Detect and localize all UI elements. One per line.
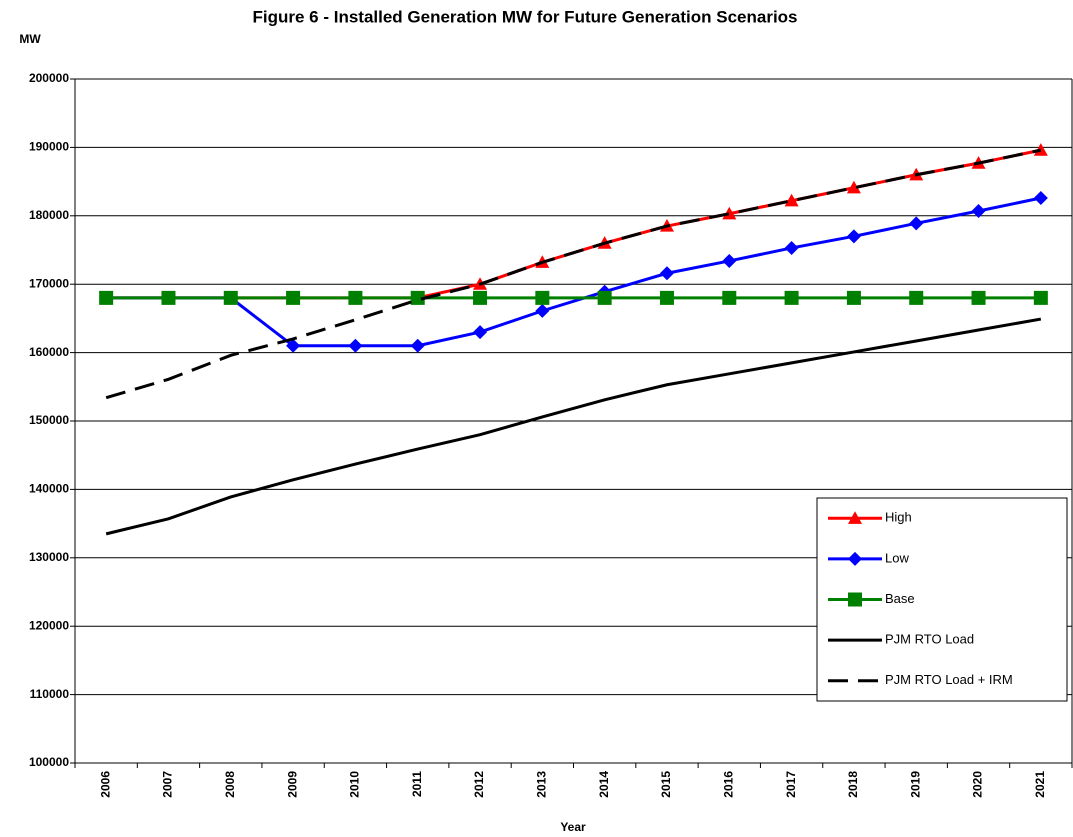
marker: [410, 338, 425, 353]
x-tick-label: 2018: [846, 771, 860, 798]
x-tick-label: 2013: [535, 771, 549, 798]
legend-marker: [848, 551, 862, 566]
marker: [722, 206, 737, 220]
marker: [348, 338, 363, 353]
marker: [223, 290, 238, 305]
x-tick-label: 2009: [285, 771, 299, 798]
x-axis-label: Year: [560, 820, 586, 834]
x-tick-label: 2012: [472, 771, 486, 798]
marker: [1033, 191, 1048, 206]
y-tick-label: 140000: [29, 482, 69, 496]
marker: [846, 290, 861, 305]
marker: [535, 290, 550, 305]
series-line: [105, 148, 1042, 400]
y-tick-label: 110000: [30, 687, 70, 701]
series-line: [105, 317, 1042, 536]
x-tick-label: 2011: [410, 771, 424, 797]
x-tick-label: 2014: [597, 771, 611, 798]
marker: [909, 290, 924, 305]
legend-label: PJM RTO Load + IRM: [885, 672, 1013, 687]
marker: [784, 193, 799, 207]
marker: [659, 290, 674, 305]
marker: [410, 290, 425, 305]
x-tick-label: 2017: [784, 771, 798, 798]
legend-marker: [848, 592, 862, 607]
marker: [722, 253, 737, 268]
x-tick-label: 2007: [161, 771, 175, 798]
y-tick-label: 130000: [29, 550, 69, 564]
x-tick-label: 2006: [98, 771, 112, 798]
marker: [1033, 290, 1048, 305]
marker: [846, 180, 861, 194]
marker: [99, 290, 114, 305]
x-tick-label: 2021: [1033, 771, 1047, 798]
marker: [846, 229, 861, 244]
marker: [784, 290, 799, 305]
y-tick-label: 150000: [29, 413, 69, 427]
marker: [473, 325, 488, 340]
y-axis-label: MW: [19, 32, 41, 46]
marker: [784, 240, 799, 255]
x-tick-label: 2015: [659, 771, 673, 798]
x-tick-label: 2016: [721, 771, 735, 798]
x-tick-label: 2020: [971, 771, 985, 798]
legend-label: PJM RTO Load: [885, 632, 974, 647]
legend-label: High: [885, 510, 912, 525]
marker: [161, 290, 176, 305]
marker: [659, 266, 674, 281]
y-tick-label: 180000: [29, 208, 69, 222]
marker: [971, 204, 986, 219]
marker: [286, 290, 301, 305]
marker: [722, 290, 737, 305]
y-tick-label: 100000: [29, 755, 69, 769]
chart-title: Figure 6 - Installed Generation MW for F…: [252, 7, 797, 26]
series-line: [106, 148, 1042, 300]
marker: [286, 338, 301, 353]
y-tick-label: 200000: [29, 71, 69, 85]
legend-marker: [848, 511, 862, 524]
marker: [971, 290, 986, 305]
marker: [535, 303, 550, 318]
y-tick-label: 170000: [29, 276, 69, 290]
legend-label: Base: [885, 591, 915, 606]
x-tick-label: 2008: [223, 771, 237, 798]
legend-label: Low: [885, 550, 909, 565]
marker: [1033, 143, 1048, 156]
x-tick-label: 2010: [348, 771, 362, 798]
marker: [597, 290, 612, 305]
marker: [909, 216, 924, 231]
y-tick-label: 190000: [29, 140, 69, 154]
y-tick-label: 120000: [29, 618, 69, 632]
marker: [348, 290, 363, 305]
y-tick-label: 160000: [29, 345, 69, 359]
series-line: [106, 196, 1042, 348]
x-tick-label: 2019: [908, 771, 922, 798]
marker: [473, 290, 488, 305]
